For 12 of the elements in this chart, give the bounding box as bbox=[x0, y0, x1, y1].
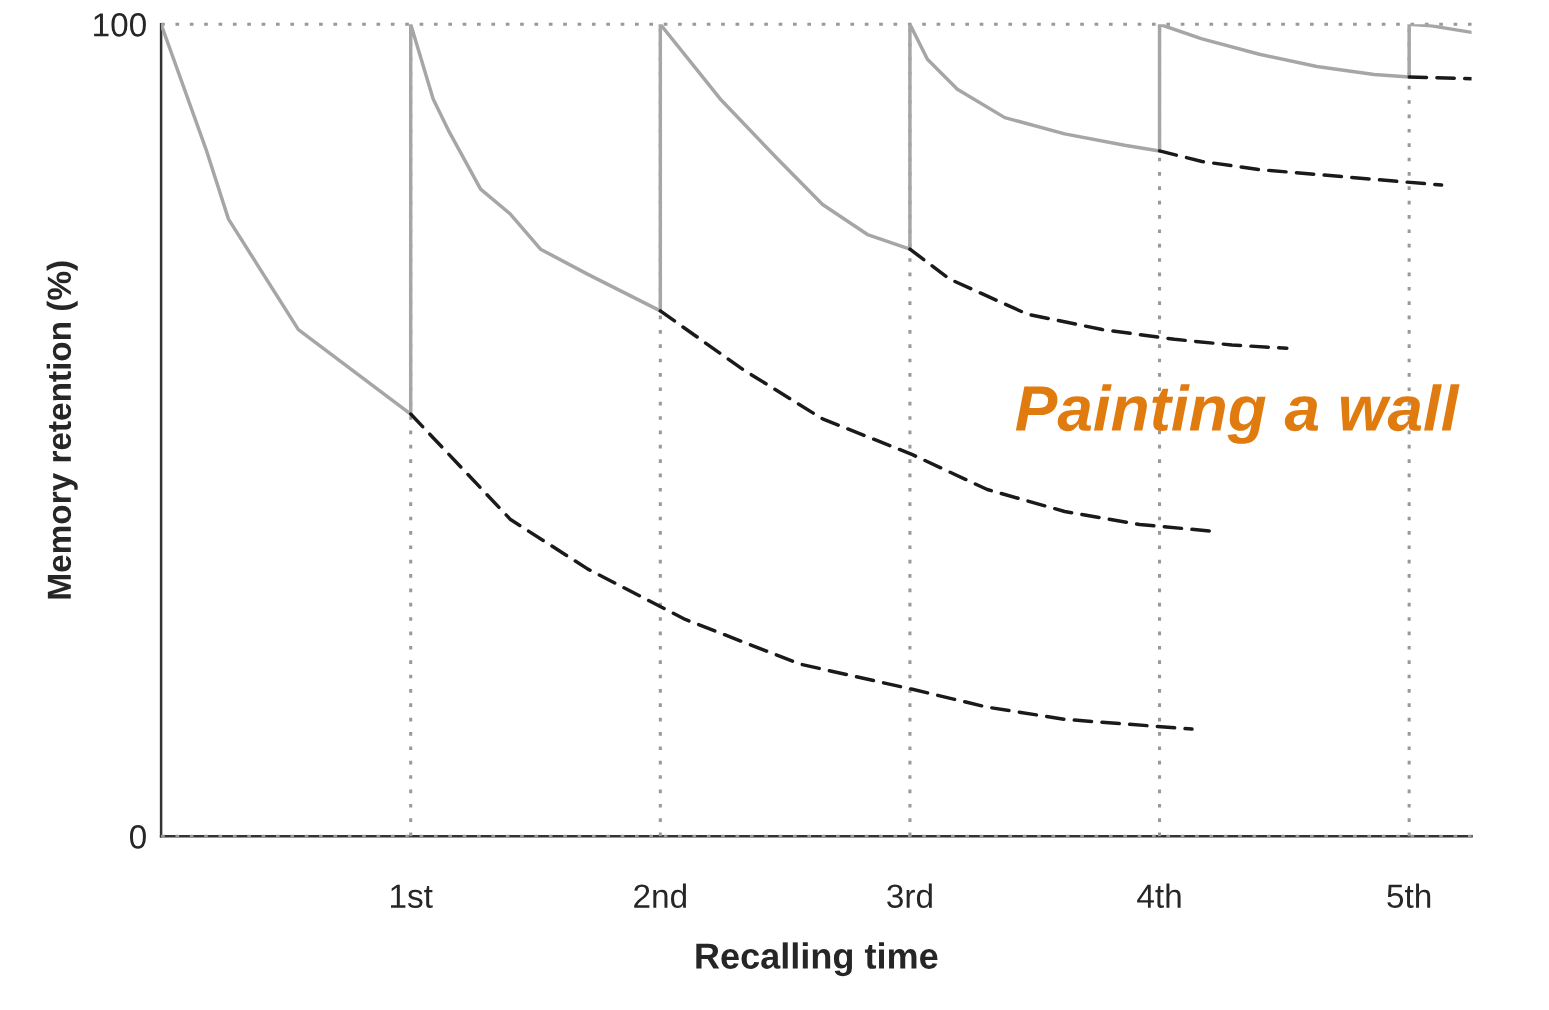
line-series bbox=[908, 247, 1289, 350]
x-tick-label: 2nd bbox=[634, 883, 686, 908]
annotation: Painting a wall bbox=[1015, 384, 1460, 444]
y-tick-label: 100 bbox=[94, 13, 146, 37]
y-axis-title: Memory retention (%) bbox=[46, 261, 78, 599]
x-axis-title: Recalling time bbox=[696, 942, 938, 977]
y-tick-label: 0 bbox=[129, 825, 146, 849]
x-tick-label: 1st bbox=[391, 884, 433, 908]
x-tick-label: 3rd bbox=[887, 883, 932, 908]
x-tick-label: 4th bbox=[1137, 883, 1181, 908]
x-tick-label: 5th bbox=[1387, 883, 1431, 908]
line-series bbox=[1157, 149, 1444, 187]
